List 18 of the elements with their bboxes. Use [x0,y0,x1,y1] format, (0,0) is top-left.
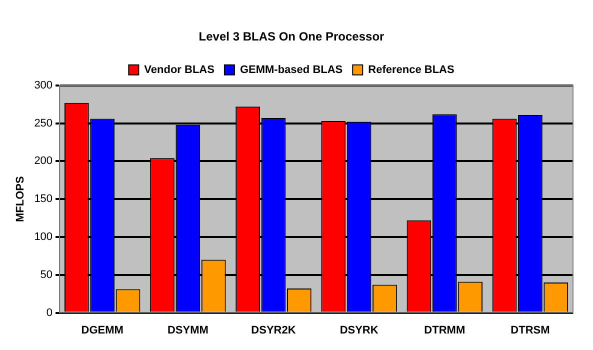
legend-label: Reference BLAS [368,64,454,76]
y-tick-label: 50 [40,268,53,281]
x-tick-label: DTRMM [424,324,466,336]
y-tick-label: 150 [34,193,53,206]
x-tick-label: DGEMM [81,324,124,336]
chart-title: Level 3 BLAS On One Processor [198,30,385,44]
x-tick-label: DSYR2K [251,324,296,336]
x-tick-label: DSYRK [340,324,378,336]
x-tick-label: DSYMM [167,324,208,336]
y-axis-title: MFLOPS [14,176,27,222]
legend-label: Vendor BLAS [144,64,214,76]
y-tick-label: 100 [34,231,53,244]
y-tick-label: 250 [34,117,53,130]
legend-label: GEMM-based BLAS [240,64,343,76]
y-tick-label: 200 [34,155,53,168]
y-tick-label: 0 [46,306,53,319]
x-tick-label: DTRSM [510,324,550,336]
y-tick-label: 300 [34,79,53,92]
